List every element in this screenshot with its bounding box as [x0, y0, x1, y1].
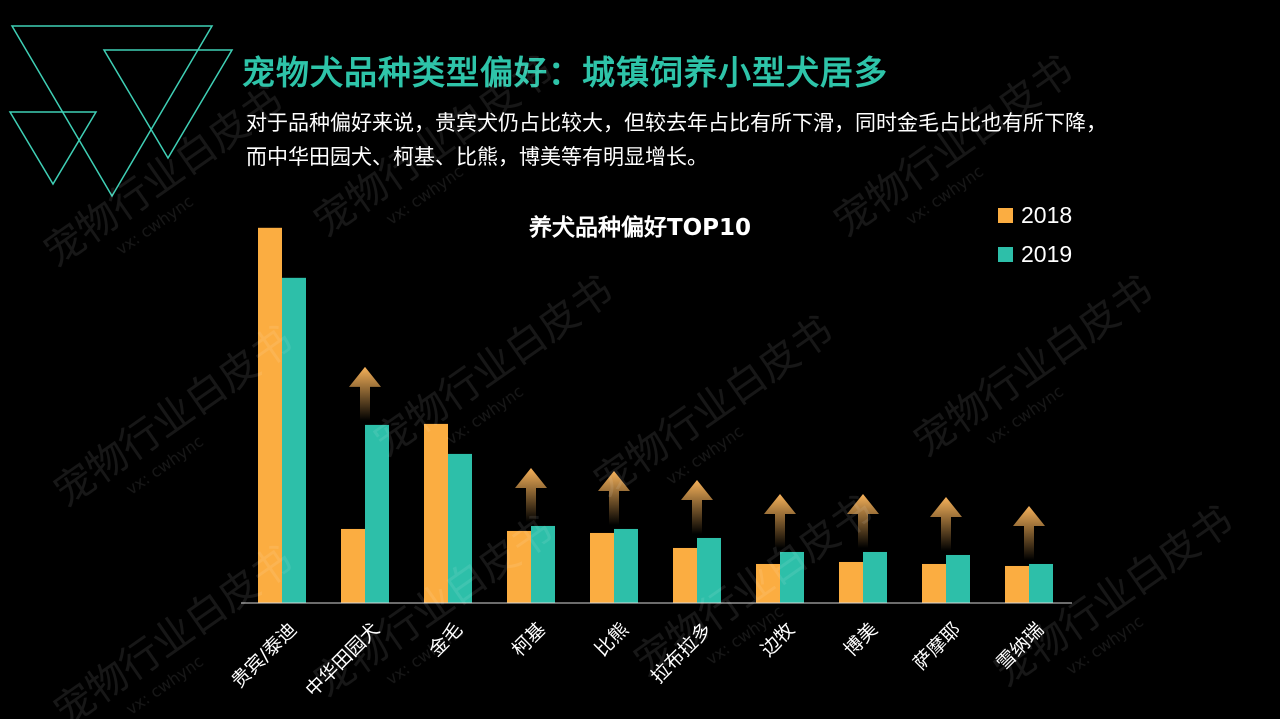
category-label-9: 萨摩耶: [909, 619, 965, 675]
category-label-7: 边牧: [757, 619, 799, 661]
bar-2019-1: [282, 277, 306, 603]
bar-2018-6: [673, 547, 697, 603]
bar-2018-10: [1005, 565, 1029, 603]
chart-legend: 2018 2019: [998, 196, 1072, 274]
bar-2019-7: [780, 551, 804, 603]
page-subtitle: 对于品种偏好来说，贵宾犬仍占比较大，但较去年占比有所下滑，同时金毛占比也有所下降…: [246, 111, 1107, 169]
up-arrow-icon: [681, 479, 713, 534]
bar-2019-3: [448, 453, 472, 603]
bar-2018-5: [590, 532, 614, 603]
deco-triangle-medium: [102, 49, 234, 160]
bar-2018-8: [839, 561, 863, 603]
arrows-layer: [349, 366, 1045, 560]
bar-2018-4: [507, 530, 531, 603]
bar-2019-5: [614, 528, 638, 603]
bar-2019-8: [863, 551, 887, 603]
up-arrow-icon: [1013, 505, 1045, 560]
up-arrow-icon: [515, 467, 547, 522]
category-label-6: 拉布拉多: [647, 619, 716, 688]
up-arrow-icon: [930, 496, 962, 551]
bar-2018-3: [424, 423, 448, 603]
chart-title: 养犬品种偏好TOP10: [528, 215, 752, 241]
up-arrow-icon: [847, 493, 879, 548]
legend-swatch-2018: [998, 208, 1013, 223]
bar-2018-2: [341, 528, 365, 603]
category-label-2: 中华田园犬: [301, 619, 384, 702]
category-label-4: 柯基: [508, 619, 550, 661]
category-label-8: 博美: [840, 619, 882, 661]
category-label-3: 金毛: [425, 619, 467, 661]
up-arrow-icon: [349, 366, 381, 421]
bar-2019-10: [1029, 563, 1053, 603]
category-label-1: 贵宾/泰迪: [227, 619, 301, 693]
bars-layer: [258, 227, 1053, 603]
bar-2018-7: [756, 563, 780, 603]
legend-swatch-2019: [998, 247, 1013, 262]
category-label-5: 比熊: [591, 619, 633, 661]
bar-2019-4: [531, 525, 555, 603]
legend-item-2018: 2018: [998, 196, 1072, 235]
bar-2018-1: [258, 227, 282, 603]
legend-label-2019: 2019: [1021, 241, 1073, 267]
bar-2019-2: [365, 424, 389, 603]
legend-item-2019: 2019: [998, 235, 1072, 274]
decorative-triangles: [8, 25, 234, 198]
category-label-10: 雪纳瑞: [992, 619, 1048, 675]
deco-triangle-large: [10, 25, 214, 198]
bar-2019-6: [697, 537, 721, 603]
up-arrow-icon: [764, 493, 796, 548]
category-labels-layer: 贵宾/泰迪 中华田园犬 金毛 柯基 比熊 拉布拉多 边牧 博美 萨摩耶 雪纳瑞: [227, 619, 1048, 702]
legend-label-2018: 2018: [1021, 202, 1073, 228]
up-arrow-icon: [598, 470, 630, 525]
page-title: 宠物犬品种类型偏好：城镇饲养小型犬居多: [242, 53, 888, 92]
bar-2018-9: [922, 563, 946, 603]
bar-2019-9: [946, 554, 970, 603]
deco-triangle-small: [8, 111, 98, 186]
